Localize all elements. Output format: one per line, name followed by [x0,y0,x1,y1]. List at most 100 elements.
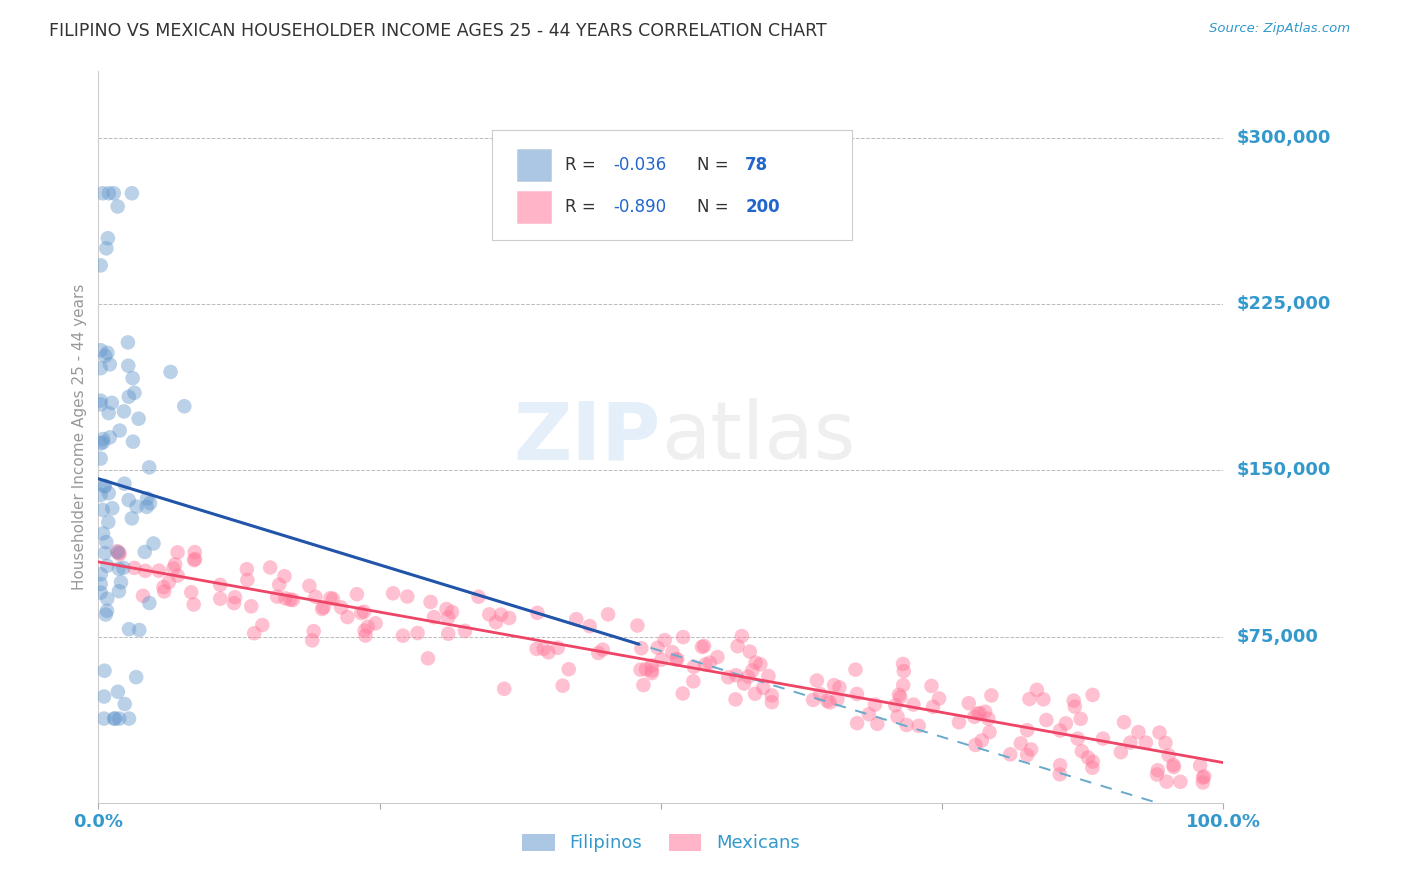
Point [108,546,131,560]
Point [281,593,304,607]
Point [136,491,159,506]
Point [1192,771,1215,785]
Point [301,633,323,648]
Point [437,610,460,624]
Point [758,669,780,683]
Point [183,553,205,567]
Point [966,706,988,721]
Point [108,424,131,438]
Point [801,693,824,707]
Point [353,605,375,619]
Text: R =: R = [565,156,602,174]
Point [733,676,755,690]
Point [90,577,112,591]
Point [886,709,908,723]
Point [630,663,652,677]
Point [921,679,943,693]
Point [98,430,121,444]
Point [423,610,446,624]
Point [124,385,146,400]
Point [436,602,458,616]
Point [97,406,120,420]
Point [672,686,695,700]
Point [846,716,869,731]
Point [738,644,761,658]
Point [107,685,129,699]
Point [91,526,114,541]
Point [166,545,188,559]
Point [350,606,373,620]
Point [650,653,672,667]
Point [132,589,155,603]
Text: 78: 78 [745,156,768,174]
Point [153,584,176,599]
Point [979,725,1001,739]
Point [91,435,114,450]
Point [209,578,232,592]
Point [103,186,125,201]
Point [90,488,112,502]
Point [173,399,195,413]
Point [1163,758,1185,772]
Point [494,681,516,696]
Point [808,687,831,701]
Point [266,590,288,604]
Point [346,587,368,601]
Point [661,645,683,659]
Legend: Filipinos, Mexicans: Filipinos, Mexicans [515,826,807,860]
Point [101,396,124,410]
Point [108,562,131,576]
Point [725,668,748,682]
Point [184,552,207,566]
Point [749,657,772,672]
Point [922,699,945,714]
Point [699,656,721,670]
Point [744,656,766,670]
Point [274,591,297,606]
Point [1135,735,1157,749]
Point [112,404,135,418]
Point [93,690,115,704]
Point [1049,767,1071,781]
Point [91,503,114,517]
Point [121,511,143,525]
Point [110,575,132,590]
Text: Source: ZipAtlas.com: Source: ZipAtlas.com [1209,22,1350,36]
Point [887,688,910,702]
Text: $75,000: $75,000 [1237,628,1319,646]
Point [1146,763,1168,777]
Point [148,564,170,578]
Point [1081,688,1104,702]
Point [97,515,120,529]
Point [893,664,915,678]
Point [977,712,1000,726]
Point [724,692,747,706]
Point [419,595,441,609]
Point [96,241,118,255]
Point [1157,748,1180,763]
Point [744,687,766,701]
Point [706,650,728,665]
Point [641,666,664,681]
Point [693,639,716,653]
Text: $225,000: $225,000 [1237,295,1331,313]
Point [866,716,889,731]
Point [134,564,156,578]
Point [97,186,120,201]
Point [957,696,980,710]
Point [690,640,713,654]
Text: R =: R = [565,198,602,216]
Point [90,343,112,358]
Text: atlas: atlas [661,398,855,476]
Point [90,451,112,466]
Point [278,592,301,607]
Point [96,346,118,360]
Point [91,432,114,446]
Point [157,575,180,590]
Point [633,678,655,692]
Point [180,585,202,599]
Point [134,545,156,559]
Point [1019,742,1042,756]
Point [322,591,344,606]
Point [731,629,754,643]
